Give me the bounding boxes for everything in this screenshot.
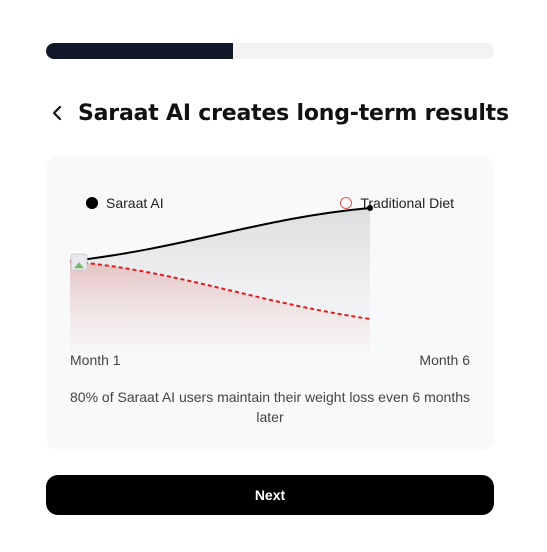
x-axis-start-label: Month 1 — [70, 352, 121, 368]
page-header: Saraat AI creates long-term results — [46, 96, 509, 130]
progress-bar — [46, 43, 494, 59]
results-card: Saraat AI Traditional Diet Month 1 Month… — [46, 155, 494, 451]
saraat-end-point — [367, 205, 373, 211]
legend-label-saraat: Saraat AI — [106, 195, 164, 211]
page-title: Saraat AI creates long-term results — [78, 100, 509, 126]
legend-item-traditional: Traditional Diet — [340, 195, 454, 211]
legend-item-saraat: Saraat AI — [86, 195, 164, 211]
progress-bar-fill — [46, 43, 233, 59]
image-icon — [74, 262, 84, 269]
traditional-line — [69, 260, 371, 320]
chevron-left-icon[interactable] — [46, 101, 70, 125]
legend-label-traditional: Traditional Diet — [360, 195, 454, 211]
traditional-area — [70, 261, 370, 351]
results-caption: 80% of Saraat AI users maintain their we… — [70, 389, 470, 425]
filled-circle-icon — [86, 197, 98, 209]
saraat-line — [69, 207, 371, 263]
next-button[interactable]: Next — [46, 475, 494, 515]
x-axis-end-label: Month 6 — [419, 352, 470, 368]
outline-circle-icon — [340, 197, 353, 209]
comparison-chart — [69, 205, 373, 351]
